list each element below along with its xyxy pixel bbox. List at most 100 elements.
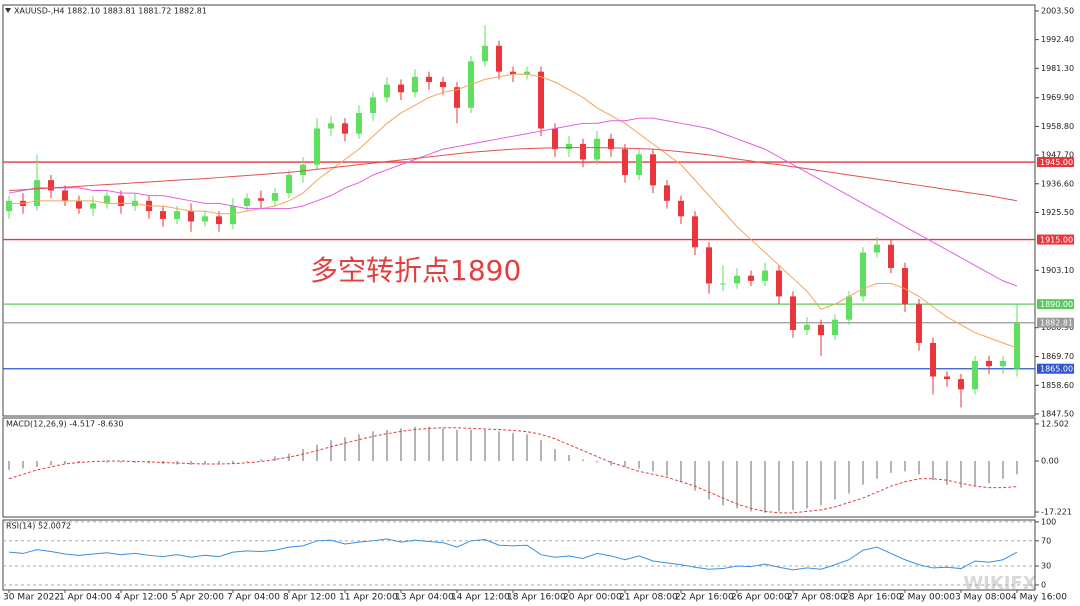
macd-bar [246, 460, 248, 462]
macd-bar [540, 440, 542, 461]
candle-body [160, 211, 166, 219]
candle-body [748, 275, 754, 281]
macd-bar [610, 460, 612, 466]
y-tick-label: 1992.40 [1041, 35, 1074, 44]
macd-bar [526, 434, 528, 461]
macd-bar [568, 455, 570, 461]
macd-bar [330, 440, 332, 461]
level-label-box [1037, 299, 1074, 310]
macd-bar [386, 429, 388, 461]
y-tick-label: 1958.80 [1041, 122, 1074, 131]
candle-body [34, 180, 40, 206]
candle-body [594, 138, 600, 160]
macd-bar [904, 460, 906, 472]
y-tick-label: 100 [1041, 517, 1056, 526]
candle-body [720, 283, 726, 285]
y-tick-label: -17.221 [1041, 508, 1072, 517]
macd-bar [624, 460, 626, 467]
macd-bar [652, 460, 654, 472]
candle-body [370, 97, 376, 113]
candle-body [230, 205, 236, 225]
y-tick-label: 2003.50 [1041, 6, 1074, 15]
macd-bar [106, 460, 108, 463]
x-tick-label: 3 May 08:00 [955, 593, 1011, 603]
x-tick-label: 11 Apr 20:00 [339, 593, 398, 603]
macd-bar [918, 460, 920, 475]
candle-body [244, 198, 250, 206]
candle-body [48, 180, 54, 191]
y-tick-label: 1936.60 [1041, 179, 1074, 188]
candle-body [482, 45, 488, 62]
macd-bar [64, 460, 66, 464]
x-tick-label: 21 Apr 08:00 [619, 593, 678, 603]
macd-bar [736, 460, 738, 509]
candle-body [972, 360, 978, 390]
x-tick-label: 30 Mar 2022 [3, 593, 60, 603]
moving-average [9, 73, 1018, 349]
macd-bar [512, 432, 514, 461]
panel-frame [2, 417, 1036, 518]
candle-body [706, 247, 712, 284]
candle-body [818, 324, 824, 336]
candle-body [874, 244, 880, 253]
macd-bar [78, 460, 80, 463]
macd-bar [848, 460, 850, 494]
macd-bar [806, 460, 808, 509]
macd-bar [1016, 460, 1018, 475]
y-tick-label: 1869.70 [1041, 352, 1074, 361]
macd-bar [470, 429, 472, 461]
symbol-icon [5, 8, 11, 13]
level-label: 1915.00 [1040, 236, 1073, 245]
macd-bar [274, 456, 276, 461]
candle-body [104, 195, 110, 204]
level-label-box [1037, 234, 1074, 245]
macd-bar [988, 460, 990, 484]
macd-bar [22, 460, 24, 469]
candle-body [328, 123, 334, 129]
candle-body [734, 275, 740, 284]
candle-body [846, 296, 852, 320]
macd-bar [862, 460, 864, 485]
x-tick-label: 20 Apr 00:00 [563, 593, 622, 603]
macd-bar [218, 460, 220, 465]
annotation: 多空转折点1890 [310, 254, 521, 287]
candle-body [440, 81, 446, 88]
candle-body [678, 200, 684, 217]
macd-bar [820, 460, 822, 506]
candle-body [258, 198, 264, 201]
candle-body [986, 360, 992, 367]
candle-body [552, 128, 558, 150]
macd-bar [876, 460, 878, 479]
candle-body [300, 164, 306, 175]
macd-bar [414, 426, 416, 461]
y-tick-label: 1858.60 [1041, 381, 1074, 390]
candle-body [118, 195, 124, 206]
candle-body [202, 216, 208, 222]
candle-body [650, 154, 656, 186]
candle-body [776, 270, 782, 297]
y-tick-label: 1847.50 [1041, 409, 1074, 418]
macd-bar [834, 460, 836, 500]
candle-body [188, 211, 194, 222]
moving-average [8, 117, 1018, 287]
candle-body [538, 71, 544, 129]
macd-bar [792, 460, 794, 510]
y-tick-label: 70 [1041, 536, 1051, 545]
candle-body [608, 138, 614, 150]
x-tick-label: 8 Apr 12:00 [283, 593, 336, 603]
candle-body [566, 143, 572, 150]
candle-body [888, 244, 894, 268]
macd-bar [232, 460, 234, 464]
macd-bar [456, 429, 458, 461]
candle-body [1000, 360, 1006, 367]
candle-body [692, 216, 698, 248]
candle-body [762, 270, 768, 281]
panel-frame [2, 4, 1036, 417]
y-tick-label: 1981.30 [1041, 64, 1074, 73]
macd-bar [316, 444, 318, 461]
candle-body [272, 193, 278, 201]
candle-body [510, 71, 516, 75]
candle-body [930, 342, 936, 377]
candle-body [356, 112, 362, 134]
